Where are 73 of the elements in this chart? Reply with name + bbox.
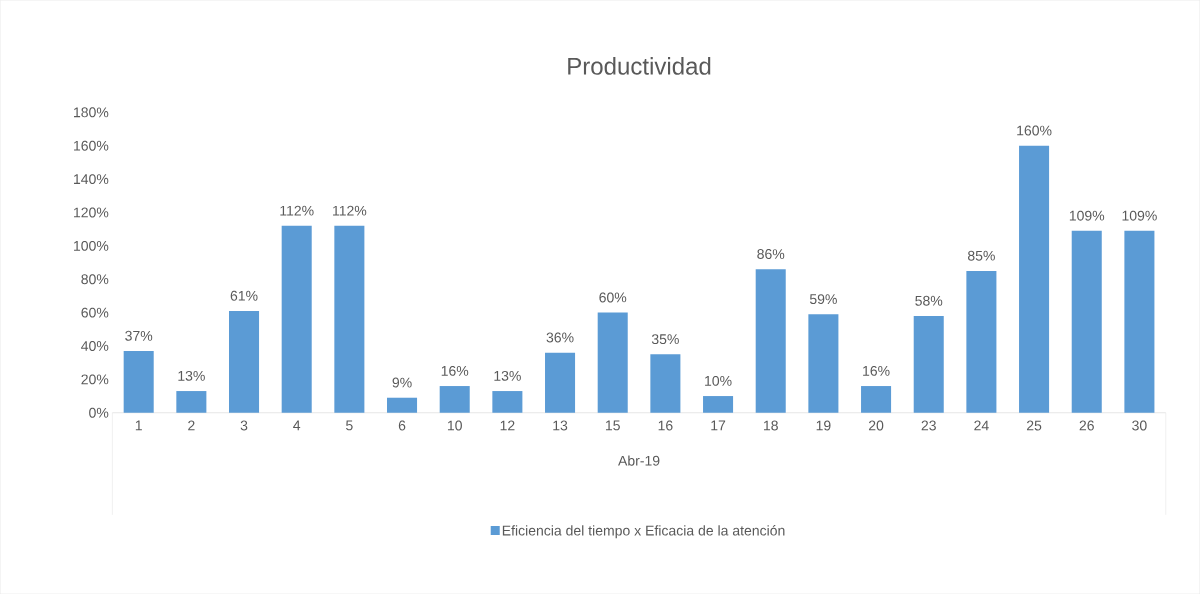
bar: [913, 315, 944, 413]
x-tick-label: 16: [658, 420, 673, 431]
x-tick-label: 12: [500, 420, 515, 431]
data-label: 35%: [651, 334, 679, 345]
y-tick-label: 20%: [81, 374, 109, 385]
bar: [545, 352, 576, 413]
y-tick-label: 80%: [81, 274, 109, 285]
x-tick-label: 5: [346, 420, 353, 431]
chart-title: Productividad: [568, 57, 711, 75]
data-label: 160%: [1017, 125, 1052, 136]
bar: [334, 225, 365, 413]
x-tick-label: 20: [868, 420, 884, 431]
data-label: 37%: [125, 330, 153, 341]
bar: [123, 350, 154, 413]
y-tick-label: 40%: [81, 340, 109, 351]
bar: [387, 397, 418, 413]
x-tick-label: 4: [293, 420, 301, 431]
data-label: 109%: [1069, 210, 1105, 221]
bar: [966, 270, 997, 413]
bar: [281, 225, 312, 413]
x-tick-label: 2: [188, 420, 195, 431]
bar: [755, 269, 786, 413]
bar: [229, 310, 260, 413]
data-label: 16%: [441, 365, 469, 376]
x-tick-label: 15: [605, 420, 620, 431]
data-label: 59%: [809, 294, 837, 304]
x-tick-label: 26: [1079, 420, 1094, 431]
bar: [1124, 230, 1155, 413]
bar: [492, 390, 523, 413]
bar: [703, 395, 734, 413]
x-tick-label: 13: [553, 420, 568, 431]
bar: [1071, 230, 1102, 413]
bar: [176, 390, 207, 413]
x-tick-label: 30: [1132, 420, 1147, 431]
x-tick-label: 19: [816, 420, 831, 431]
x-tick-label: 1: [135, 420, 142, 431]
y-tick-label: 120%: [74, 207, 109, 218]
data-label: 112%: [333, 205, 367, 216]
x-tick-label: 3: [240, 420, 248, 431]
bar: [439, 385, 470, 413]
y-tick-label: 0%: [89, 407, 109, 418]
y-tick-label: 180%: [74, 107, 109, 118]
y-tick-label: 60%: [81, 307, 109, 318]
data-label: 58%: [915, 295, 943, 306]
x-tick-label: 23: [921, 420, 936, 431]
x-tick-label: 6: [398, 420, 406, 431]
x-tick-label: 24: [974, 420, 989, 431]
legend-label: Eficiencia del tiempo x Eficacia de la atención: [502, 524, 785, 539]
data-label: 36%: [546, 332, 574, 343]
data-label: 10%: [705, 375, 732, 386]
data-label: 16%: [863, 365, 890, 376]
y-tick-label: 160%: [74, 140, 109, 151]
data-label: 13%: [494, 370, 521, 381]
data-label: 61%: [230, 290, 258, 301]
x-tick-label: 17: [711, 420, 726, 431]
y-tick-label: 140%: [74, 174, 109, 184]
bar: [861, 385, 892, 413]
data-label: 9%: [392, 377, 412, 388]
data-label: 13%: [178, 370, 205, 381]
bar: [808, 314, 839, 413]
bar: [597, 312, 628, 413]
data-label: 109%: [1122, 210, 1157, 221]
x-tick-label: 18: [763, 420, 778, 431]
y-tick-label: 100%: [74, 240, 109, 251]
x-tick-label: 10: [447, 420, 462, 431]
data-label: 60%: [599, 292, 627, 303]
data-label: 112%: [280, 205, 314, 216]
data-label: 85%: [967, 250, 995, 261]
bar: [650, 354, 681, 413]
data-label: 86%: [757, 248, 785, 259]
x-tick-label: 25: [1026, 420, 1042, 431]
bar: [1019, 145, 1050, 413]
x-axis-title: Abr-19: [618, 455, 660, 466]
